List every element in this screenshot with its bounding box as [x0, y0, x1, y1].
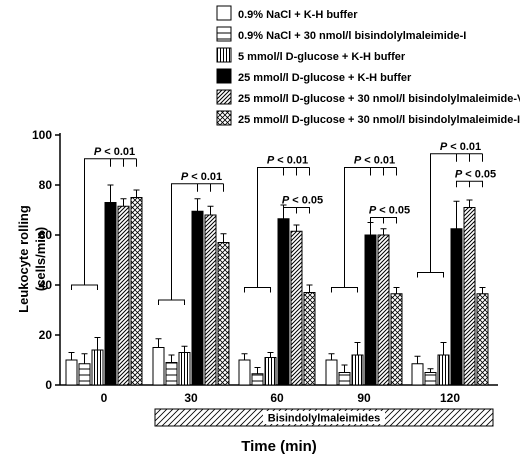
bar [251, 373, 264, 386]
y-tick-label: 0 [45, 378, 52, 392]
control-bracket [158, 299, 185, 305]
significance-label: P < 0.01 [354, 155, 395, 167]
significance-annotations: P < 0.01 P < 0.01 P < 0.01 P < 0.05 P < 0.01… [71, 141, 496, 305]
bar [338, 372, 351, 386]
legend-swatch [216, 5, 232, 21]
legend-item: 5 mmol/l D-glucose + K-H buffer [216, 47, 406, 63]
bar [303, 292, 316, 386]
legend: 0.9% NaCl + K-H buffer 0.9% NaCl + 30 nm… [216, 5, 520, 126]
legend-item: 0.9% NaCl + 30 nmol/l bisindolylmaleimid… [216, 26, 466, 42]
y-tick-label: 40 [39, 278, 53, 292]
y-axis-title: Leukocyte rolling [16, 205, 31, 313]
significance-label: P < 0.05 [282, 195, 323, 207]
legend-label: 25 mmol/l D-glucose + 30 nmol/l bisindol… [238, 114, 520, 126]
control-bracket [331, 287, 358, 293]
bar [264, 357, 277, 386]
treatment-band-label: Bisindolylmaleimides [268, 413, 380, 425]
bar [424, 372, 437, 386]
significance-bracket [370, 217, 397, 224]
legend-label: 0.9% NaCl + K-H buffer [238, 9, 358, 21]
bar [217, 242, 230, 386]
significance-label: P < 0.05 [369, 205, 410, 217]
x-axis-title: Time (min) [241, 438, 317, 455]
legend-label: 25 mmol/l D-glucose + K-H buffer [238, 72, 412, 84]
y-tick-label: 60 [39, 228, 53, 242]
treatment-band-label-bg [263, 411, 385, 424]
significance-bracket [257, 167, 310, 288]
legend-swatch [216, 47, 232, 63]
bar [325, 359, 338, 386]
bar [117, 205, 130, 386]
legend-label: 5 mmol/l D-glucose + K-H buffer [238, 51, 406, 63]
bar [290, 230, 303, 386]
x-tick-label: 60 [270, 391, 284, 405]
y-ticks: 0 20 40 60 80 100 [32, 128, 60, 392]
control-bracket [244, 287, 271, 293]
legend-label: 0.9% NaCl + 30 nmol/l bisindolylmaleimid… [238, 30, 466, 42]
y-tick-label: 80 [39, 178, 53, 192]
bar [65, 359, 78, 386]
bar [277, 218, 290, 386]
significance-drop [110, 158, 137, 167]
bar [152, 347, 165, 386]
bars [65, 197, 489, 386]
legend-swatch [216, 26, 232, 42]
significance-label: P < 0.01 [267, 155, 308, 167]
y-tick-label: 100 [32, 128, 52, 142]
legend-item: 25 mmol/l D-glucose + 30 nmol/l bisindol… [216, 89, 520, 105]
legend-swatch [216, 110, 232, 126]
significance-label: P < 0.01 [94, 146, 135, 158]
bar [238, 359, 251, 386]
bar [178, 352, 191, 386]
significance-drop [197, 183, 224, 192]
y-tick-label: 20 [39, 328, 53, 342]
bar [204, 214, 217, 386]
significance-bracket [456, 180, 483, 188]
significance-bracket [344, 167, 397, 288]
control-bracket [417, 272, 444, 278]
significance-bracket [171, 183, 224, 300]
bar [130, 197, 143, 386]
treatment-band: Bisindolylmaleimides [154, 408, 494, 427]
bar [91, 349, 104, 386]
significance-label: P < 0.01 [181, 171, 222, 183]
legend-item: 25 mmol/l D-glucose + K-H buffer [216, 68, 412, 84]
error-bars [68, 184, 486, 374]
bar [450, 228, 463, 386]
x-tick-label: 120 [440, 391, 460, 405]
bar [463, 207, 476, 386]
significance-drop [456, 153, 483, 162]
x-tick-label: 0 [101, 391, 108, 405]
bar [351, 354, 364, 386]
bar [377, 234, 390, 386]
y-axis-unit: (cells/min) [33, 227, 48, 291]
bar [78, 363, 91, 386]
legend-swatch [216, 68, 232, 84]
bar [437, 354, 450, 386]
bar [364, 234, 377, 386]
significance-bracket [430, 153, 483, 273]
x-tick-label: 30 [184, 391, 198, 405]
legend-item: 25 mmol/l D-glucose + 30 nmol/l bisindol… [216, 110, 520, 126]
x-ticks: 0 30 60 90 120 [101, 391, 461, 405]
significance-label: P < 0.01 [440, 141, 481, 153]
significance-drop [370, 167, 397, 176]
legend-item: 0.9% NaCl + K-H buffer [216, 5, 358, 21]
bar [411, 363, 424, 386]
bar [165, 362, 178, 386]
legend-label: 25 mmol/l D-glucose + 30 nmol/l bisindol… [238, 93, 520, 105]
bar [191, 210, 204, 386]
x-tick-label: 90 [357, 391, 371, 405]
bar [104, 202, 117, 386]
significance-bracket [84, 158, 137, 285]
significance-bracket [283, 207, 310, 214]
bar [390, 293, 403, 386]
bar [476, 293, 489, 386]
control-bracket [71, 284, 98, 290]
significance-label: P < 0.05 [455, 168, 496, 180]
legend-swatch [216, 89, 232, 105]
significance-drop [283, 167, 310, 176]
